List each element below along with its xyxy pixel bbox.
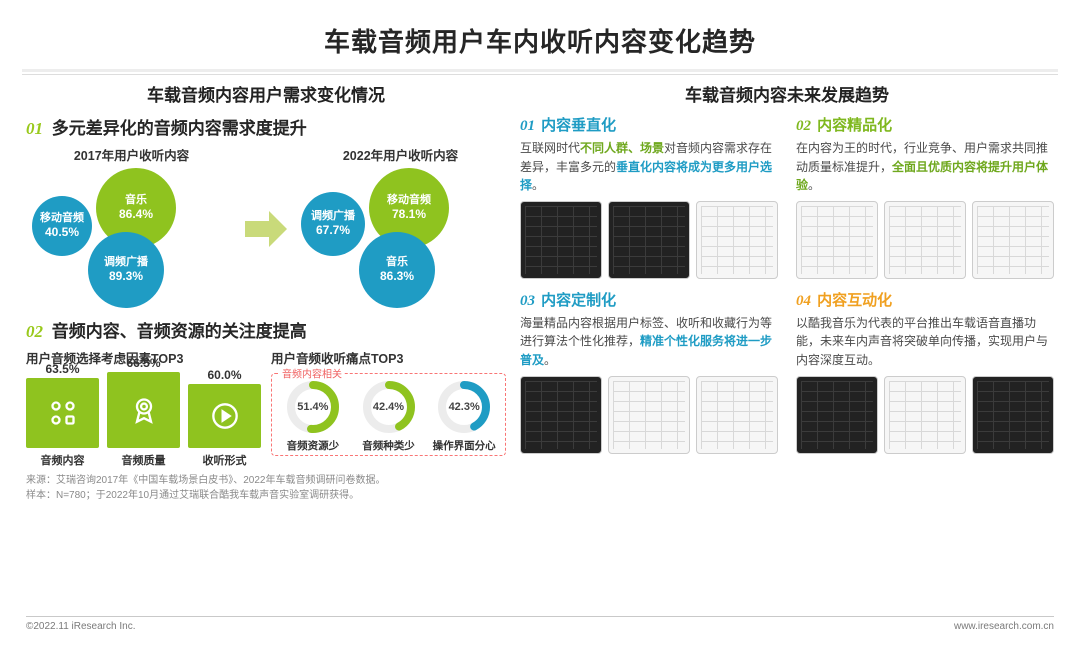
trend-card: 01 内容垂直化互联网时代不同人群、场景对音频内容需求存在差异，丰富多元的垂直化… (520, 114, 778, 279)
thumbnail (972, 201, 1054, 279)
pain-title: 用户音频收听痛点TOP3 (271, 348, 506, 367)
venn-2022: 移动音频78.1%调频广播67.7%音乐86.3% (295, 168, 506, 313)
bubble: 移动音频40.5% (32, 196, 92, 256)
trend-card: 03 内容定制化海量精品内容根据用户标签、收听和收藏行为等进行算法个性化推荐，精… (520, 289, 778, 454)
block1-title: 01 多元差异化的音频内容需求度提升 (26, 114, 506, 139)
pain-tag: 音频内容相关 (280, 366, 344, 381)
pain-block: 用户音频收听痛点TOP3 音频内容相关 51.4%音频资源少42.4%音频种类少… (271, 348, 506, 468)
thumbnail (696, 201, 778, 279)
donut-item: 42.4%音频种类少 (354, 380, 424, 453)
thumbnail (796, 201, 878, 279)
footer: ©2022.11 iResearch Inc. www.iresearch.co… (26, 616, 1054, 632)
bubble: 音乐86.3% (359, 232, 435, 308)
footer-url: www.iresearch.com.cn (954, 621, 1054, 632)
block2-title: 02 音频内容、音频资源的关注度提高 (26, 317, 506, 342)
left-section-title: 车载音频内容用户需求变化情况 (26, 81, 506, 106)
source-text: 来源：艾瑞咨询2017年《中国车载场景白皮书》、2022年车载音频调研问卷数据。… (26, 474, 506, 503)
divider (22, 69, 1058, 72)
top3-block: 用户音频选择考虑因素TOP3 63.5%音频内容66.5%音频质量60.0%收听… (26, 348, 261, 468)
venn-2017: 音乐86.4%移动音频40.5%调频广播89.3% (26, 168, 237, 313)
thumbnail (696, 376, 778, 454)
thumbnail (884, 201, 966, 279)
trend-card: 02 内容精品化在内容为王的时代，行业竞争、用户需求共同推动质量标准提升，全面且… (796, 114, 1054, 279)
footer-copyright: ©2022.11 iResearch Inc. (26, 621, 135, 632)
bubble: 调频广播67.7% (301, 192, 365, 256)
thumbnail (884, 376, 966, 454)
thumbnail (796, 376, 878, 454)
thumbnail (520, 201, 602, 279)
bubble: 调频广播89.3% (88, 232, 164, 308)
block2-num: 02 (26, 322, 43, 341)
venn-2022-caption: 2022年用户收听内容 (295, 145, 506, 164)
trend-card: 04 内容互动化以酷我音乐为代表的平台推出车载语音直播功能，未来车内声音将突破单… (796, 289, 1054, 454)
block1-num: 01 (26, 119, 43, 138)
thumbnail (608, 201, 690, 279)
thumbnail (972, 376, 1054, 454)
right-section-title: 车载音频内容未来发展趋势 (520, 81, 1054, 106)
block2-text: 音频内容、音频资源的关注度提高 (52, 322, 307, 341)
block1-text: 多元差异化的音频内容需求度提升 (52, 119, 307, 138)
thumbnail (520, 376, 602, 454)
main-title: 车载音频用户车内收听内容变化趋势 (10, 8, 1070, 69)
donut-item: 51.4%音频资源少 (278, 380, 348, 453)
donut-item: 42.3%操作界面分心 (429, 380, 499, 453)
thumbnail (608, 376, 690, 454)
bar-item: 66.5%音频质量 (107, 356, 180, 468)
arrow-icon (243, 209, 289, 249)
divider-thin (22, 74, 1058, 75)
bar-item: 60.0%收听形式 (188, 368, 261, 468)
bar-item: 63.5%音频内容 (26, 362, 99, 468)
venn-2017-caption: 2017年用户收听内容 (26, 145, 237, 164)
